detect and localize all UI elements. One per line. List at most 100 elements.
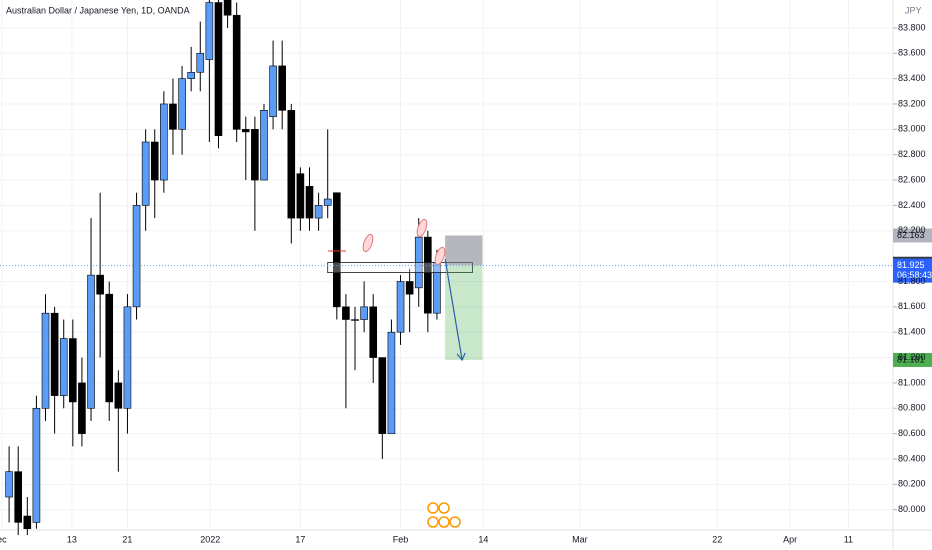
candle-body — [196, 52, 205, 73]
candle-body — [223, 0, 232, 16]
candle-body — [69, 338, 77, 403]
y-tick-label: 80.400 — [898, 453, 926, 463]
y-tick-label: 83.800 — [898, 22, 926, 32]
drawing-marker — [434, 246, 446, 266]
x-tick-label: 21 — [122, 534, 132, 544]
y-tick-label: 82.200 — [898, 225, 926, 235]
y-tick-label: 82.400 — [898, 200, 926, 210]
event-icon — [438, 502, 450, 514]
candle-body — [396, 281, 405, 333]
candle-body — [32, 407, 41, 523]
y-tick-label: 80.600 — [898, 428, 926, 438]
candle-body — [378, 357, 387, 434]
candle-body — [305, 186, 314, 219]
price-label-box — [893, 258, 932, 283]
candle-body — [132, 205, 141, 308]
candle-body — [105, 293, 114, 403]
candle-body — [342, 306, 350, 320]
candle-body — [405, 281, 414, 295]
countdown: 06:58:43 — [897, 270, 932, 280]
y-tick-label: 81.600 — [898, 301, 926, 311]
candle-body — [323, 198, 332, 206]
candle-body — [169, 103, 177, 130]
chart-title: Australian Dollar / Japanese Yen, 1D, OA… — [6, 5, 190, 15]
y-tick-label: 80.800 — [898, 403, 926, 413]
y-tick-label: 81.400 — [898, 327, 926, 337]
y-tick-label: 83.600 — [898, 48, 926, 58]
grid — [0, 0, 897, 530]
candle-body — [214, 2, 223, 136]
event-icon — [438, 516, 450, 528]
price-label: 82.163 — [897, 230, 925, 240]
event-icon — [449, 516, 461, 528]
marks — [5, 0, 441, 536]
candle-body — [123, 306, 132, 409]
candle-body — [424, 236, 432, 314]
drawing-marker — [362, 233, 374, 253]
price-label: 81.181 — [897, 354, 925, 364]
candle-body — [41, 312, 50, 409]
candle-body — [241, 129, 250, 133]
trade-arrowhead — [456, 352, 466, 362]
candle-body — [278, 65, 286, 111]
candle-body — [14, 471, 23, 523]
y-tick-label: 83.000 — [898, 124, 926, 134]
event-icon — [427, 516, 439, 528]
y-tick-label: 81.200 — [898, 352, 926, 362]
drawing-marker — [416, 218, 428, 238]
x-tick-label: Apr — [783, 534, 797, 544]
x-tick-label: 22 — [712, 534, 722, 544]
candle-body — [296, 173, 305, 219]
y-tick-label: 80.000 — [898, 504, 926, 514]
candle-body — [205, 2, 214, 60]
candle-body — [178, 78, 186, 130]
candle-body — [50, 312, 59, 396]
x-tick-label: 13 — [67, 534, 77, 544]
candle-body — [251, 129, 259, 181]
x-tick-label: 17 — [295, 534, 305, 544]
currency: JPY — [905, 5, 922, 15]
candle-body — [59, 338, 68, 396]
candle-body — [314, 205, 323, 219]
y-tick-label: 82.800 — [898, 149, 926, 159]
candle-body — [78, 382, 86, 434]
y-tick-label: 82.600 — [898, 174, 926, 184]
x-tick-label: Feb — [393, 534, 409, 544]
candle-body — [96, 274, 104, 295]
event-icon — [427, 502, 439, 514]
candle-body — [114, 382, 123, 409]
candle-body — [333, 192, 341, 308]
zone-rectangle — [327, 262, 473, 274]
candle-body — [269, 65, 277, 117]
candle-body — [23, 515, 32, 530]
candle-body — [141, 141, 150, 206]
x-tick-label: 11 — [844, 534, 853, 544]
candle-body — [260, 110, 268, 181]
candle-body — [87, 274, 95, 409]
target-zone — [445, 265, 483, 360]
y-tick-label: 81.000 — [898, 377, 926, 387]
candle-body — [187, 71, 195, 79]
x-tick-label: 14 — [478, 534, 488, 544]
trade-arrow — [444, 258, 463, 361]
candle-body — [160, 103, 168, 181]
candle-body — [150, 141, 159, 181]
candle-body — [369, 306, 378, 358]
candle-body — [5, 471, 13, 498]
y-tick-label: 81.800 — [898, 276, 926, 286]
price-label: 81.925 — [897, 260, 925, 270]
stop-zone — [445, 235, 483, 265]
y-tick-label: 83.400 — [898, 73, 926, 83]
x-tick-label: ec — [0, 534, 7, 544]
x-tick-label: Mar — [572, 534, 588, 544]
price-label-box — [893, 352, 932, 367]
x-tick-label: 2022 — [200, 534, 220, 544]
candle-body — [232, 14, 241, 130]
candle-body — [360, 306, 368, 320]
y-tick-label: 83.200 — [898, 98, 926, 108]
candle-body — [287, 110, 296, 219]
candle-body — [387, 331, 396, 434]
